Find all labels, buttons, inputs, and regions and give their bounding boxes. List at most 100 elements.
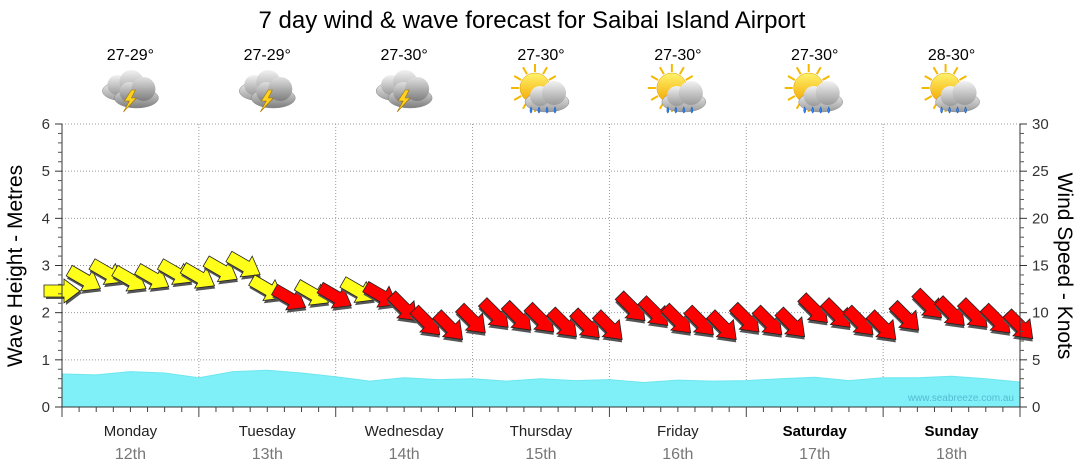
wind-arrow [705,309,737,343]
sun-showers-icon [647,64,707,114]
rain-drop [819,106,823,114]
cloud-part [952,81,977,105]
sun-ray [822,75,830,81]
wind-arrow [546,306,577,340]
wind-arrows [43,250,1034,343]
wind-arrow-shape [156,258,193,285]
wind-arrow [432,309,463,343]
chart-title: 7 day wind & wave forecast for Saibai Is… [259,7,806,34]
rain-cloud [661,81,707,113]
day-date: 12th [115,446,146,463]
y2-tick-label: 30 [1032,116,1049,133]
day-name: Saturday [783,423,848,440]
cloud-part [542,81,566,105]
wind-arrow-shape [911,287,942,319]
cloud-part [131,77,156,101]
wind-arrow [774,306,806,340]
wind-arrow [865,309,897,343]
y-tick-label: 1 [42,352,50,369]
rain-drop [682,106,686,114]
thunderstorm-icon [102,70,159,113]
day-temp-range: 27-29° [107,47,154,64]
sun-ray [795,66,802,75]
wave-area [61,369,1021,408]
day-temp-range: 27-30° [517,47,564,64]
sun-ray [513,95,522,101]
sun-showers-icon [784,64,843,114]
rain-drop [529,106,533,114]
day-date: 16th [662,446,693,463]
day-name: Tuesday [239,423,296,440]
y2-tick-label: 20 [1032,210,1049,227]
sun-ray [548,75,557,81]
sun-ray [678,66,685,75]
sun-ray [924,75,933,81]
wind-arrow [888,299,920,333]
cloud-part [815,81,840,105]
wind-arrow [386,290,418,324]
lightning-bolt [123,89,138,113]
day-name: Sunday [924,423,979,440]
rain-drop [964,106,967,114]
day-temp-range: 27-30° [791,47,838,64]
cloud-front [114,77,159,109]
rain-drop [690,106,694,114]
y-tick-label: 5 [42,163,50,180]
wind-arrow-shape [888,299,920,331]
credit-text: www.seabreeze.com.au [907,393,1014,404]
thunderstorm-icon [239,70,296,113]
day-date: 18th [936,446,967,463]
day-date: 17th [799,446,830,463]
wind-arrow [455,302,486,336]
wind-arrow [637,295,669,329]
sun-ray [932,66,939,75]
wind-arrow-shape [477,297,509,328]
day-temp-range: 27-30° [380,47,427,64]
sun-ray [787,75,796,81]
rain-drop [537,106,541,114]
rain-drop [956,106,959,114]
day-temp-range: 27-30° [654,47,701,64]
sun-ray [958,75,967,81]
day-date: 15th [525,446,556,463]
wind-arrow-shape [728,301,760,333]
sun-ray [924,95,933,101]
rain-drop [666,106,670,114]
wind-arrow-shape [637,295,669,326]
sun-ray [787,95,796,101]
cloud-part [678,81,703,105]
wind-arrow-shape [455,302,486,334]
sun-ray [522,66,528,75]
y-tick-label: 2 [42,305,50,322]
y-axis-title: Wave Height - Metres [4,165,27,367]
wave-height-area [61,369,1021,408]
sun-ray [952,66,959,75]
rain-drop [940,106,943,114]
sun-ray [658,66,665,75]
day-footers: Monday 12th Tuesday 13th Wednesday 14th Thursd… [104,423,980,463]
y2-tick-label: 15 [1032,258,1049,275]
sun-ray [685,75,694,81]
cloud-part [405,77,430,101]
rain-drop [803,106,807,114]
axes: 0 1 2 3 4 5 6 0 5 10 15 20 25 30 [42,116,1049,417]
lightning-bolt [260,89,274,113]
day-date: 13th [252,446,283,463]
wind-arrow-shape [386,290,418,322]
lightning-bolt [396,89,411,113]
cloud-part [268,77,293,101]
wind-arrow-shape [293,279,330,306]
day-name: Wednesday [365,423,444,440]
y2-tick-label: 25 [1032,163,1049,180]
day-name: Friday [657,423,699,440]
rain-drop [674,106,678,114]
wind-arrow-shape [339,276,375,303]
wind-arrow-shape [546,306,577,338]
day-temp-range: 27-29° [244,47,291,64]
day-headers: 27-29° 27-29° 27-30° 27-30° 27-30° 27-30° 28-3… [102,47,980,114]
rain-drop [811,106,815,114]
y-tick-label: 3 [42,258,50,275]
thunderstorm-icon [375,70,433,113]
sun-showers-icon [511,64,570,114]
sun-ray [815,66,822,75]
